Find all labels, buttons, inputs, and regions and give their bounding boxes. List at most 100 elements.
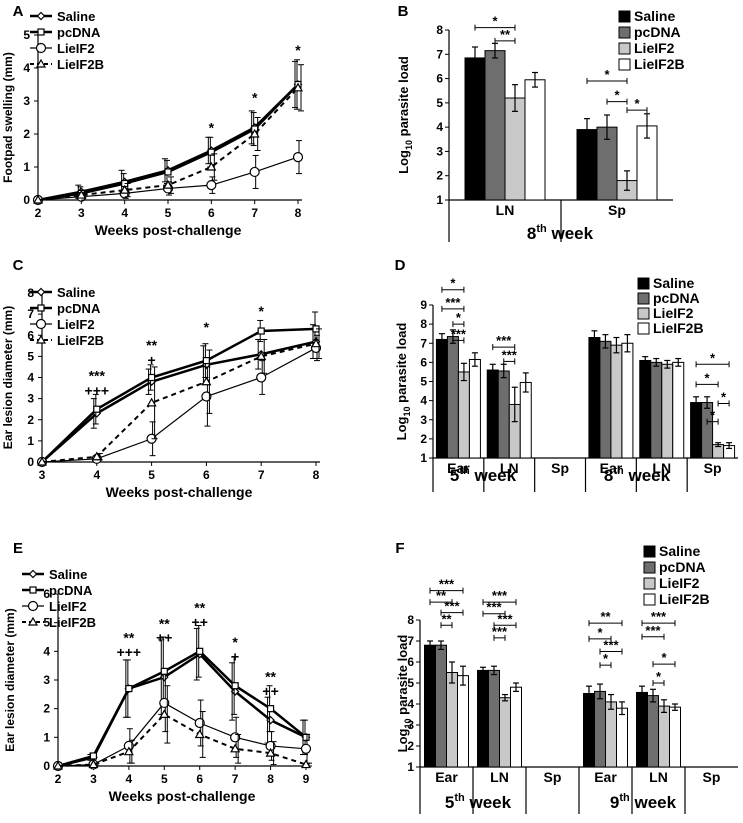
panel-b-bracket-mark: * [634,96,640,111]
panel-a-point-lieif2 [206,180,217,191]
panel-d-group-label-sp: Sp [704,460,722,476]
panel-c-legend-marker-lieif2 [35,318,47,330]
panel-d-y-tick-label: 5 [420,375,427,389]
panel-a-y-tick-label: 3 [23,94,30,108]
panel-c-x-tick-label: 4 [93,468,100,482]
panel-a-legend-marker-saline [36,11,46,21]
panel-e-point-pcdna [125,684,133,693]
panel-e-legend-marker-lieif2 [27,600,39,612]
panel-d-y-tick-label: 9 [420,298,427,312]
panel-c-point-lieif2b [91,451,102,461]
panel-d-bracket-mark: * [456,310,462,325]
panel-b-legend-swatch-pcdna [618,26,631,39]
panel-b-legend-swatch-saline [618,10,631,23]
panel-b-y-tick-label: 2 [436,169,443,183]
panel-a-y-label: Footpad swelling (mm) [1,52,15,183]
panel-b-series-lieif2 [504,84,638,201]
panel-a-y-tick-label: 1 [23,160,30,174]
panel-f-bar-lieif2b [457,675,469,768]
panel-c-y-tick-label: 7 [27,307,34,321]
panel-e-point-lieif2b [265,747,276,757]
panel-f-panel-letter: F [395,540,404,557]
panel-d-legend-swatch-saline [637,277,650,290]
panel-f-bracket-mark: *** [439,577,455,592]
panel-f-bracket-mark: *** [492,588,508,603]
panel-e-significance-mark: +++ [117,644,142,660]
panel-c-y-tick-label: 4 [27,371,34,385]
panel-d-y-tick-label: 4 [420,394,427,408]
panel-b-series-pcdna [484,42,618,201]
panel-f-bracket-mark: * [661,650,667,665]
panel-d-bracket-mark: * [710,350,716,365]
panel-e-point-lieif2 [194,717,205,729]
panel-c-legend-marker-pcdna [37,304,45,312]
panel-f-y-tick-label: 6 [407,655,414,669]
panel-a-y-tick-label: 5 [23,28,30,42]
panel-f-bar-lieif2b [616,707,628,768]
panel-f-bracket-mark: ** [600,609,611,624]
panel-f-bracket-mark: *** [645,623,661,638]
panel-e-y-tick-label: 2 [43,702,50,716]
panel-f-y-tick-label: 4 [407,697,414,711]
panel-f-bracket-mark: *** [444,599,460,614]
panel-a-legend-label-saline: Saline [57,9,95,24]
panel-a-legend-label-pcdna: pcDNA [57,25,101,40]
panel-c-significance-mark: +++ [85,382,110,398]
panel-d-bracket-mark: *** [496,333,512,348]
panel-e-x-label: Weeks post-challenge [109,788,256,804]
panel-e-significance-mark: * [232,634,238,650]
panel-f-bracket-mark: *** [497,611,513,626]
panel-f-bar-lieif2b [510,686,522,768]
panel-d-series-lieif2b [468,334,736,459]
panel-e-point-lieif2b [194,729,205,739]
panel-e-point-pcdna [302,733,310,741]
panel-f-legend-label-lieif2: LieIF2 [659,575,700,591]
panel-a-significance-mark: * [252,90,258,106]
panel-c-point-lieif2b [310,338,322,348]
panel-e-series-lieif2 [52,673,312,772]
panel-b-bracket-mark: * [604,67,610,82]
panel-a-point-lieif2b [32,194,44,204]
panel-d-bracket-mark: * [721,389,727,404]
panel-c-x-tick-label: 3 [39,468,46,482]
panel-d-bracket-mark: *** [502,347,518,362]
panel-e-line-pcdna [57,649,307,768]
panel-e-significance-mark: ++ [262,683,278,699]
panel-a-point-pcdna [164,168,172,176]
panel-c-y-tick-label: 6 [27,328,34,342]
panel-f-bar-saline [424,644,436,768]
panel-c-significance-mark: ** [146,337,157,353]
panel-e-legend-marker-saline [28,569,38,579]
panel-f-y-tick-label: 5 [407,676,414,690]
panel-d-bar-pcdna [497,370,510,459]
panel-c-x-tick-label: 5 [148,468,155,482]
panel-f-series-lieif2b [457,665,681,768]
panel-c-y-tick-label: 1 [27,434,34,448]
panel-a-legend-marker-lieif2 [35,42,47,54]
panel-b-y-tick-label: 5 [436,96,443,110]
panel-f-y-tick-label: 7 [407,634,414,648]
panel-b-group-label-ln: LN [496,202,515,218]
panel-e-significance-mark: + [231,648,239,664]
panel-d-y-tick-label: 3 [420,413,427,427]
panel-c-legend-label-pcdna: pcDNA [57,301,101,316]
panel-f-legend-swatch-lieif2b [643,593,656,606]
panel-f-legend-swatch-saline [643,545,656,558]
panel-f-group-label-sp: Sp [544,769,562,785]
panel-e-x-tick-label: 2 [55,772,62,786]
panel-b-caption: 8th week [527,223,594,243]
panel-f-y-tick-label: 3 [407,718,414,732]
panel-b-legend-swatch-lieif2b [618,58,631,71]
panel-e-legend-label-saline: Saline [49,567,87,582]
panel-f-bar-pcdna [594,690,606,768]
panel-d-bar-lieif2b [672,361,685,459]
panel-e-significance-mark: ** [123,630,134,646]
panel-c-y-tick-label: 5 [27,349,34,363]
panel-a-significance-mark: * [295,42,301,58]
panel-f-bracket-mark: *** [486,600,502,615]
panel-d-bar-pcdna [599,340,612,459]
panel-d-bracket-mark: * [710,408,716,423]
panel-c-y-tick-label: 3 [27,392,34,406]
panel-e-x-tick-label: 6 [196,772,203,786]
panel-e-point-pcdna [231,682,239,690]
